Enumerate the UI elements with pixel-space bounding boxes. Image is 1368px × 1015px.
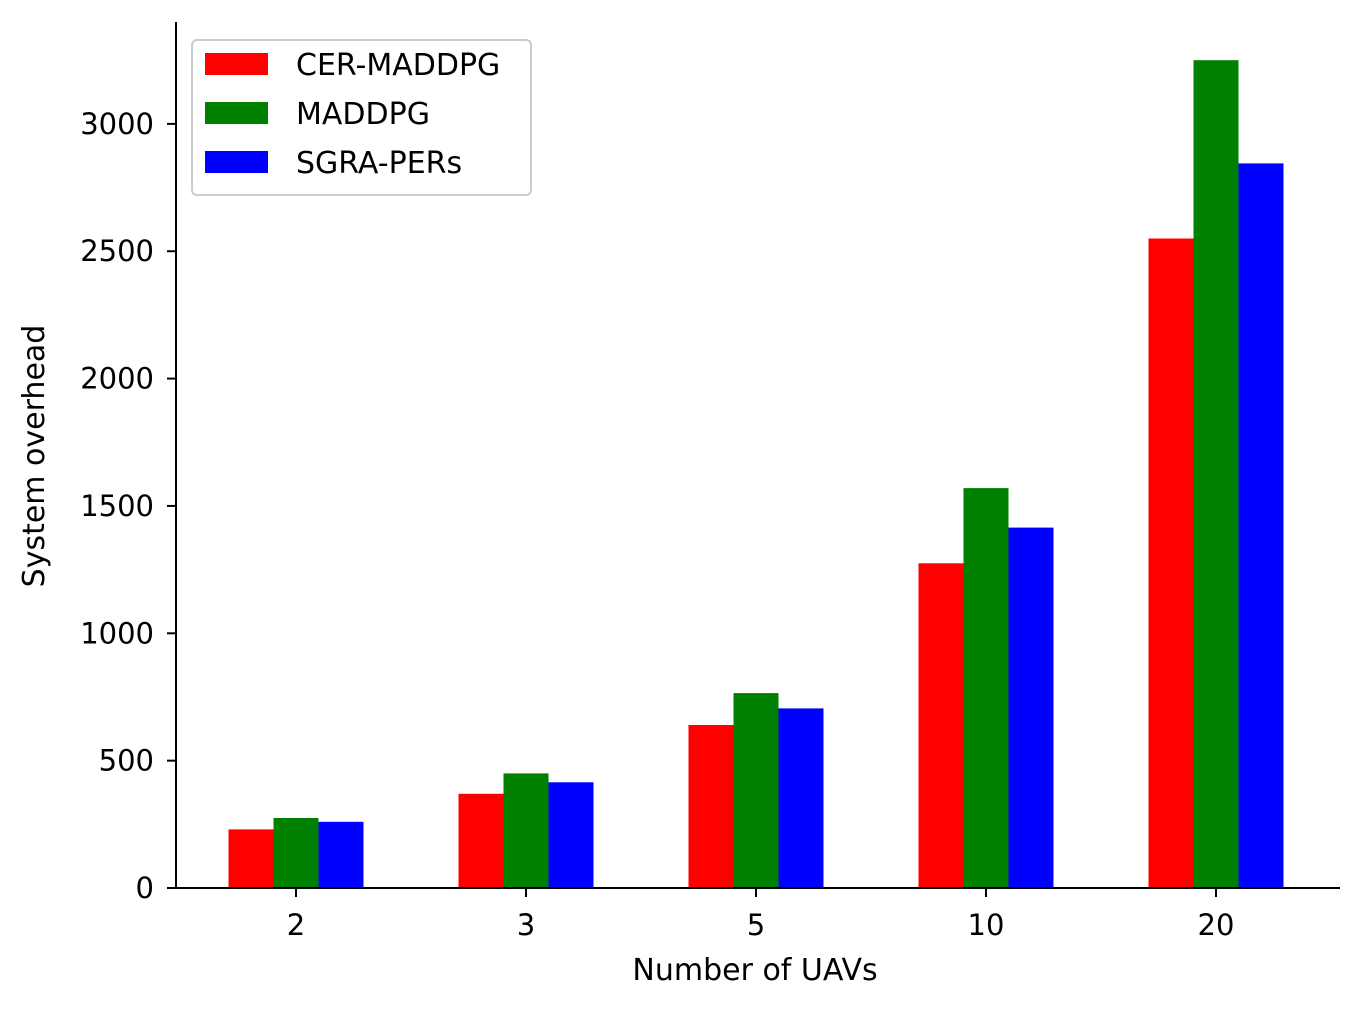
x-tick-label: 10 bbox=[968, 908, 1005, 942]
legend-swatch-cer-maddpg bbox=[205, 53, 268, 75]
bar-cer-maddpg-2 bbox=[228, 829, 274, 888]
y-tick-label: 2000 bbox=[80, 362, 154, 396]
legend-label-maddpg: MADDPG bbox=[296, 97, 430, 132]
legend-label-sgra-pers: SGRA-PERs bbox=[296, 146, 462, 181]
bar-cer-maddpg-5 bbox=[688, 725, 734, 888]
y-tick-label: 0 bbox=[136, 871, 154, 905]
y-tick-label: 1500 bbox=[80, 489, 154, 523]
bar-maddpg-10 bbox=[963, 488, 1009, 888]
bar-maddpg-2 bbox=[273, 818, 319, 888]
bar-maddpg-5 bbox=[733, 693, 779, 888]
y-tick-label: 3000 bbox=[80, 107, 154, 141]
bar-cer-maddpg-20 bbox=[1148, 238, 1194, 888]
y-tick-label: 1000 bbox=[80, 616, 154, 650]
bar-maddpg-20 bbox=[1193, 60, 1239, 888]
legend: CER-MADDPG MADDPG SGRA-PERs bbox=[191, 39, 532, 196]
x-tick-label: 3 bbox=[517, 908, 535, 942]
x-tick-label: 5 bbox=[747, 908, 765, 942]
legend-swatch-sgra-pers bbox=[205, 151, 268, 173]
bar-sgra-pers-2 bbox=[318, 821, 364, 888]
bar-cer-maddpg-3 bbox=[458, 793, 504, 888]
bar-cer-maddpg-10 bbox=[918, 563, 964, 889]
y-ticks-group: 0 500 1000 1500 2000 2500 3000 bbox=[80, 107, 176, 905]
y-tick-label: 2500 bbox=[80, 234, 154, 268]
bars-group bbox=[228, 60, 1284, 889]
x-axis-label: Number of UAVs bbox=[632, 953, 877, 988]
x-tick-label: 2 bbox=[287, 908, 305, 942]
x-tick-label: 20 bbox=[1198, 908, 1235, 942]
x-ticks-group: 2 3 5 10 20 bbox=[287, 888, 1235, 942]
legend-label-cer-maddpg: CER-MADDPG bbox=[296, 48, 500, 83]
bar-sgra-pers-5 bbox=[778, 708, 824, 888]
y-axis-label: System overhead bbox=[17, 325, 52, 588]
bar-sgra-pers-10 bbox=[1008, 527, 1054, 888]
legend-box bbox=[191, 39, 532, 196]
legend-swatch-maddpg bbox=[205, 102, 268, 124]
bar-sgra-pers-3 bbox=[548, 782, 594, 888]
axes-group bbox=[175, 22, 1340, 889]
y-tick-label: 500 bbox=[99, 744, 154, 778]
bar-sgra-pers-20 bbox=[1238, 163, 1284, 888]
bar-maddpg-3 bbox=[503, 773, 549, 888]
